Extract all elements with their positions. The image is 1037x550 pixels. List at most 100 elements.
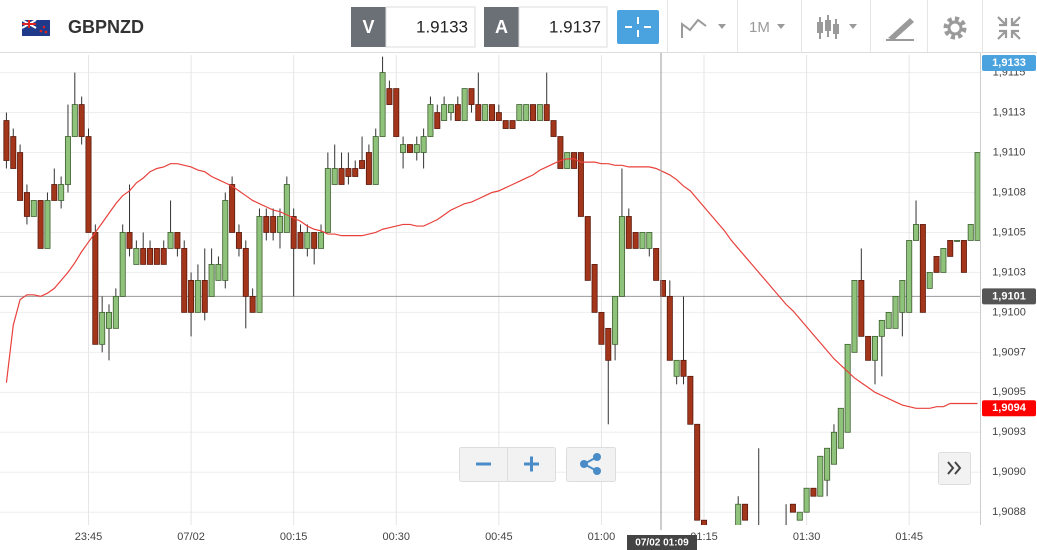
candle-body <box>865 335 872 361</box>
plot-area <box>3 56 980 525</box>
draw-button[interactable] <box>886 18 914 41</box>
candle-body <box>646 232 653 249</box>
candle-body <box>420 136 427 153</box>
bid-box[interactable] <box>385 6 476 48</box>
price-tag-box <box>982 288 1036 305</box>
candle-body <box>913 224 920 241</box>
candle-body <box>571 152 578 169</box>
candle-body <box>318 232 325 249</box>
candle-body <box>194 280 201 313</box>
x-tick-label: 01:30 <box>793 531 821 543</box>
y-tick-label: 1,9100 <box>992 306 1026 318</box>
candle-body <box>406 144 413 153</box>
candle-body <box>208 264 215 297</box>
candle-body <box>974 152 980 241</box>
candle-body <box>454 104 461 121</box>
candle-body <box>215 264 222 281</box>
crosshair-button[interactable] <box>617 10 659 44</box>
candle-body <box>44 200 51 249</box>
candle-body <box>482 104 489 121</box>
candle-body <box>851 280 858 353</box>
x-tick-label: 00:15 <box>280 531 308 543</box>
y-tick-label: 1,9113 <box>993 106 1026 118</box>
ask-box[interactable] <box>518 6 608 48</box>
candle-body <box>359 160 366 169</box>
candle-body <box>222 200 229 281</box>
candle-body <box>837 407 844 449</box>
candle-body <box>810 487 817 497</box>
candle-body <box>30 200 37 217</box>
candle-body <box>940 248 947 273</box>
candle-body <box>188 280 195 313</box>
candle-body <box>338 168 345 185</box>
chart-type-button[interactable] <box>681 18 726 38</box>
candle-body <box>112 295 119 329</box>
candle-body <box>17 152 24 201</box>
candle-body <box>673 359 680 377</box>
timeframe[interactable]: 1M <box>749 19 770 36</box>
crosshair-x-label: 07/02 01:09 <box>635 538 689 549</box>
candle-body <box>71 104 78 137</box>
candle-body <box>37 200 44 249</box>
x-tick-label: 23:45 <box>75 531 103 543</box>
scroll-end-icon <box>947 461 962 475</box>
candle-body <box>591 264 598 313</box>
candle-body <box>605 327 612 361</box>
candle-body <box>899 280 906 313</box>
candle-body <box>23 192 30 217</box>
y-tick-label: 1,9108 <box>992 186 1026 198</box>
bid-button[interactable] <box>351 7 386 47</box>
candle-body <box>133 248 140 265</box>
candle-body <box>427 104 434 137</box>
candle-body <box>147 248 154 265</box>
candle-body <box>441 104 448 121</box>
candle-body <box>618 216 625 297</box>
scroll-end-button[interactable] <box>938 452 971 485</box>
candle-type-button[interactable] <box>817 15 857 39</box>
candle-body <box>933 256 940 273</box>
candle-body <box>174 232 181 249</box>
candle-body <box>947 240 954 257</box>
candle-body <box>509 120 516 129</box>
candle-body <box>694 423 701 521</box>
candle-body <box>304 232 311 249</box>
y-tick-label: 1,9110 <box>993 146 1026 158</box>
candle-body <box>789 503 796 513</box>
candle-body <box>960 240 967 273</box>
candle-body <box>201 280 208 313</box>
candle-body <box>584 216 591 281</box>
candle-body <box>263 216 270 233</box>
candle-body <box>160 248 167 265</box>
collapse-button[interactable] <box>997 16 1021 40</box>
candle-body <box>181 248 188 313</box>
moving-average-line <box>5 158 978 409</box>
candle-body <box>64 136 71 185</box>
candle-body <box>564 152 571 169</box>
candle-body <box>256 216 263 313</box>
candle-body <box>379 72 386 137</box>
y-tick-label: 1,9103 <box>992 266 1026 278</box>
ask-button[interactable] <box>484 7 519 47</box>
ask-value: 1.9137 <box>549 17 601 36</box>
candle-body <box>434 112 441 129</box>
candle-body <box>51 184 58 201</box>
candle-body <box>680 359 687 377</box>
candle-body <box>830 431 837 465</box>
candle-body <box>502 120 509 129</box>
share-box[interactable] <box>566 447 616 482</box>
candle-body <box>639 232 646 249</box>
candle-body <box>345 168 352 177</box>
candle-body <box>468 88 475 105</box>
candle-body <box>229 184 236 233</box>
candle-body <box>78 104 85 137</box>
price-tag-box <box>982 400 1036 417</box>
candle-body <box>58 184 65 201</box>
crosshair-x-box <box>627 535 697 550</box>
zoom-in-button[interactable] <box>524 456 539 472</box>
settings-button[interactable] <box>943 16 967 40</box>
candle-body <box>817 455 824 497</box>
candle-body <box>824 447 831 481</box>
candle-body <box>550 120 557 137</box>
candle-body <box>926 272 933 289</box>
